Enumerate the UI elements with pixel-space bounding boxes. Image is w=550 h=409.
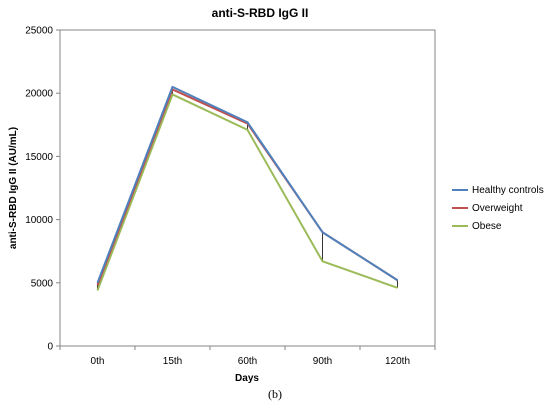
figure-caption: (b) — [268, 387, 282, 401]
y-tick-label: 5000 — [31, 278, 54, 289]
legend-label-obese: Obese — [472, 220, 502, 232]
y-tick-label: 15000 — [25, 152, 53, 163]
series-lines — [96, 85, 399, 291]
y-tick-label: 25000 — [25, 26, 53, 37]
legend-swatch-obese — [452, 225, 468, 227]
y-tick-label: 0 — [47, 342, 53, 353]
x-axis-ticks: 0th 15th 60th 90th 120th — [59, 346, 436, 367]
legend-swatch-healthy-controls — [452, 189, 468, 191]
chart-title: anti-S-RBD IgG II — [212, 6, 309, 20]
legend-item-obese: Obese — [452, 217, 544, 235]
y-tick-label: 10000 — [25, 215, 53, 226]
x-tick-label: 60th — [238, 356, 257, 367]
y-tick-label: 20000 — [25, 89, 53, 100]
x-axis-label: Days — [235, 373, 259, 384]
legend-item-overweight: Overweight — [452, 199, 544, 217]
legend: Healthy controls Overweight Obese — [452, 181, 544, 235]
y-axis-ticks: 0 5000 10000 15000 20000 25000 — [25, 26, 60, 353]
legend-swatch-overweight — [452, 207, 468, 209]
x-tick-label: 0th — [91, 356, 105, 367]
x-tick-label: 15th — [163, 356, 182, 367]
legend-label-overweight: Overweight — [472, 202, 523, 214]
x-tick-label: 120th — [385, 356, 410, 367]
series-line-healthy-controls — [96, 85, 399, 284]
y-axis-label: anti-S-RBD IgG II (AU/mL) — [8, 127, 19, 249]
x-tick-label: 90th — [313, 356, 332, 367]
plot-area — [59, 29, 436, 347]
series-line-obese — [96, 93, 398, 291]
legend-item-healthy-controls: Healthy controls — [452, 181, 544, 199]
legend-label-healthy-controls: Healthy controls — [472, 184, 544, 196]
